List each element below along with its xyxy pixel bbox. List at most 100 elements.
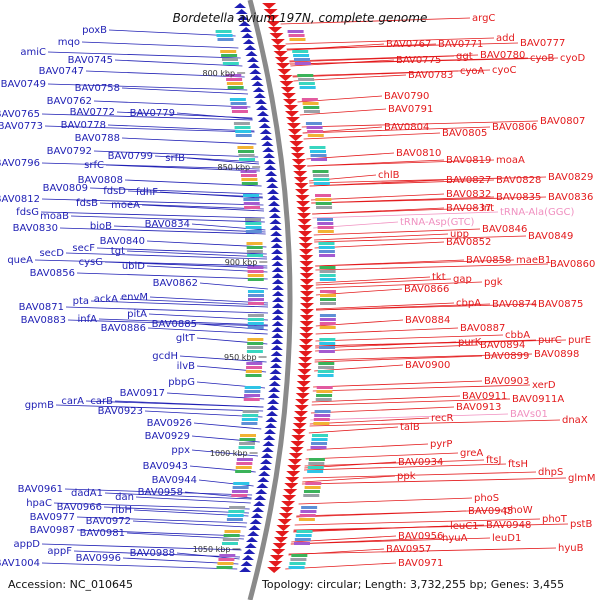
gc-content-band [247, 294, 264, 297]
gc-content-band [247, 342, 264, 345]
gene-label: BAV0772 [70, 107, 115, 118]
gc-skew-band [292, 50, 309, 53]
forward-gene-feature [270, 237, 283, 242]
leader-line [93, 100, 251, 108]
gc-skew-band [311, 158, 328, 161]
gc-content-band [243, 398, 260, 401]
gene-label: BAV0894 [480, 340, 525, 351]
gc-skew-band [317, 226, 334, 229]
gene-label: pta [73, 296, 89, 307]
gene-label: lnt [481, 203, 494, 214]
gc-content-band [247, 270, 264, 273]
gc-skew-band [318, 242, 335, 245]
forward-gene-feature [266, 411, 279, 416]
reverse-gene-feature [286, 471, 301, 477]
leader-line [186, 157, 260, 165]
reverse-gene-feature [283, 105, 298, 111]
gc-skew-band [316, 390, 333, 393]
gc-skew-band [303, 110, 320, 113]
gene-label: BAV0856 [30, 268, 75, 279]
leader-line [302, 475, 396, 483]
gc-skew-band [315, 194, 332, 197]
gene-label: BAV0934 [398, 457, 443, 468]
gc-skew-band [317, 370, 334, 373]
leader-line [315, 281, 483, 289]
reverse-gene-feature [286, 123, 301, 129]
forward-gene-feature [248, 525, 261, 530]
gene-label: BAV0886 [101, 323, 146, 334]
reverse-gene-feature [291, 159, 306, 165]
gc-skew-band [319, 302, 336, 305]
gene-label: BAV0792 [47, 146, 92, 157]
gc-skew-band [310, 154, 327, 157]
gc-skew-band [318, 246, 335, 249]
gc-skew-band [310, 150, 326, 153]
reverse-gene-feature [298, 345, 313, 351]
gene-label: queA [7, 255, 33, 266]
gene-label: BAV0788 [75, 133, 120, 144]
leader-line [90, 300, 269, 308]
forward-gene-feature [238, 21, 251, 26]
forward-gene-feature [235, 9, 248, 14]
gene-label: BAV0948 [486, 520, 531, 531]
gene-label: BAV0778 [61, 120, 106, 131]
gc-content-band [244, 386, 261, 389]
gene-label: BAV0972 [86, 516, 131, 527]
gc-skew-band [319, 278, 336, 281]
leader-line [306, 443, 429, 451]
reverse-gene-feature [298, 231, 313, 237]
reverse-gene-feature [268, 27, 283, 33]
gene-label: BAV0929 [145, 431, 190, 442]
gc-content-band [244, 390, 261, 393]
leader-line [98, 318, 268, 326]
reverse-gene-feature [291, 435, 306, 441]
leader-line [312, 211, 499, 219]
forward-gene-feature [249, 519, 262, 524]
gc-skew-band [319, 270, 336, 273]
gene-label: moeA [111, 200, 140, 211]
gc-content-band [231, 494, 248, 497]
gene-label: BAV0849 [528, 231, 573, 242]
leader-line [315, 334, 504, 342]
leader-line [286, 42, 519, 50]
leader-line [67, 319, 268, 327]
gene-label: tkt [432, 272, 446, 283]
gc-content-band [241, 422, 258, 425]
gc-content-band [228, 510, 245, 513]
leader-line [309, 179, 495, 187]
forward-gene-feature [240, 561, 253, 566]
scale-ticks: 800 kbp 850 kbp 900 kbp 950 kbp 1000 kbp 1050… [193, 69, 268, 554]
reverse-gene-feature [284, 483, 299, 489]
forward-gene-feature [257, 477, 270, 482]
gc-skew-band [313, 418, 330, 421]
forward-gene-feature [269, 375, 282, 380]
reverse-gene-feature [289, 447, 304, 453]
gc-content-band [247, 346, 264, 349]
gc-skew-band [291, 554, 308, 557]
reverse-gene-feature [269, 555, 284, 561]
scale-tick-label: 900 kbp [225, 258, 258, 267]
gc-skew-band [313, 422, 330, 425]
gene-label: carB [90, 396, 113, 407]
gc-content-band [221, 542, 238, 545]
leader-line [64, 488, 253, 496]
gene-label: BAV0866 [404, 284, 449, 295]
gc-content-band [226, 82, 243, 85]
reverse-gene-feature [276, 525, 291, 531]
gene-label: BAV0767 [386, 39, 431, 50]
gene-label: dhpS [538, 467, 563, 478]
gc-content-band [247, 254, 264, 257]
gc-skew-band [319, 326, 336, 329]
leader-line [113, 225, 266, 233]
gc-skew-band [287, 30, 304, 33]
gene-label: BAV0958 [138, 487, 183, 498]
gc-content-band [224, 530, 241, 533]
forward-gene-feature [267, 393, 280, 398]
leader-line [41, 562, 238, 570]
scale-tick-label: 1050 kbp [193, 545, 231, 554]
reverse-gene-feature [266, 21, 281, 27]
leader-line [307, 159, 495, 167]
gc-content-band [243, 194, 260, 197]
accession-text: Accession: NC_010645 [8, 578, 133, 591]
gc-content-band [226, 518, 243, 521]
